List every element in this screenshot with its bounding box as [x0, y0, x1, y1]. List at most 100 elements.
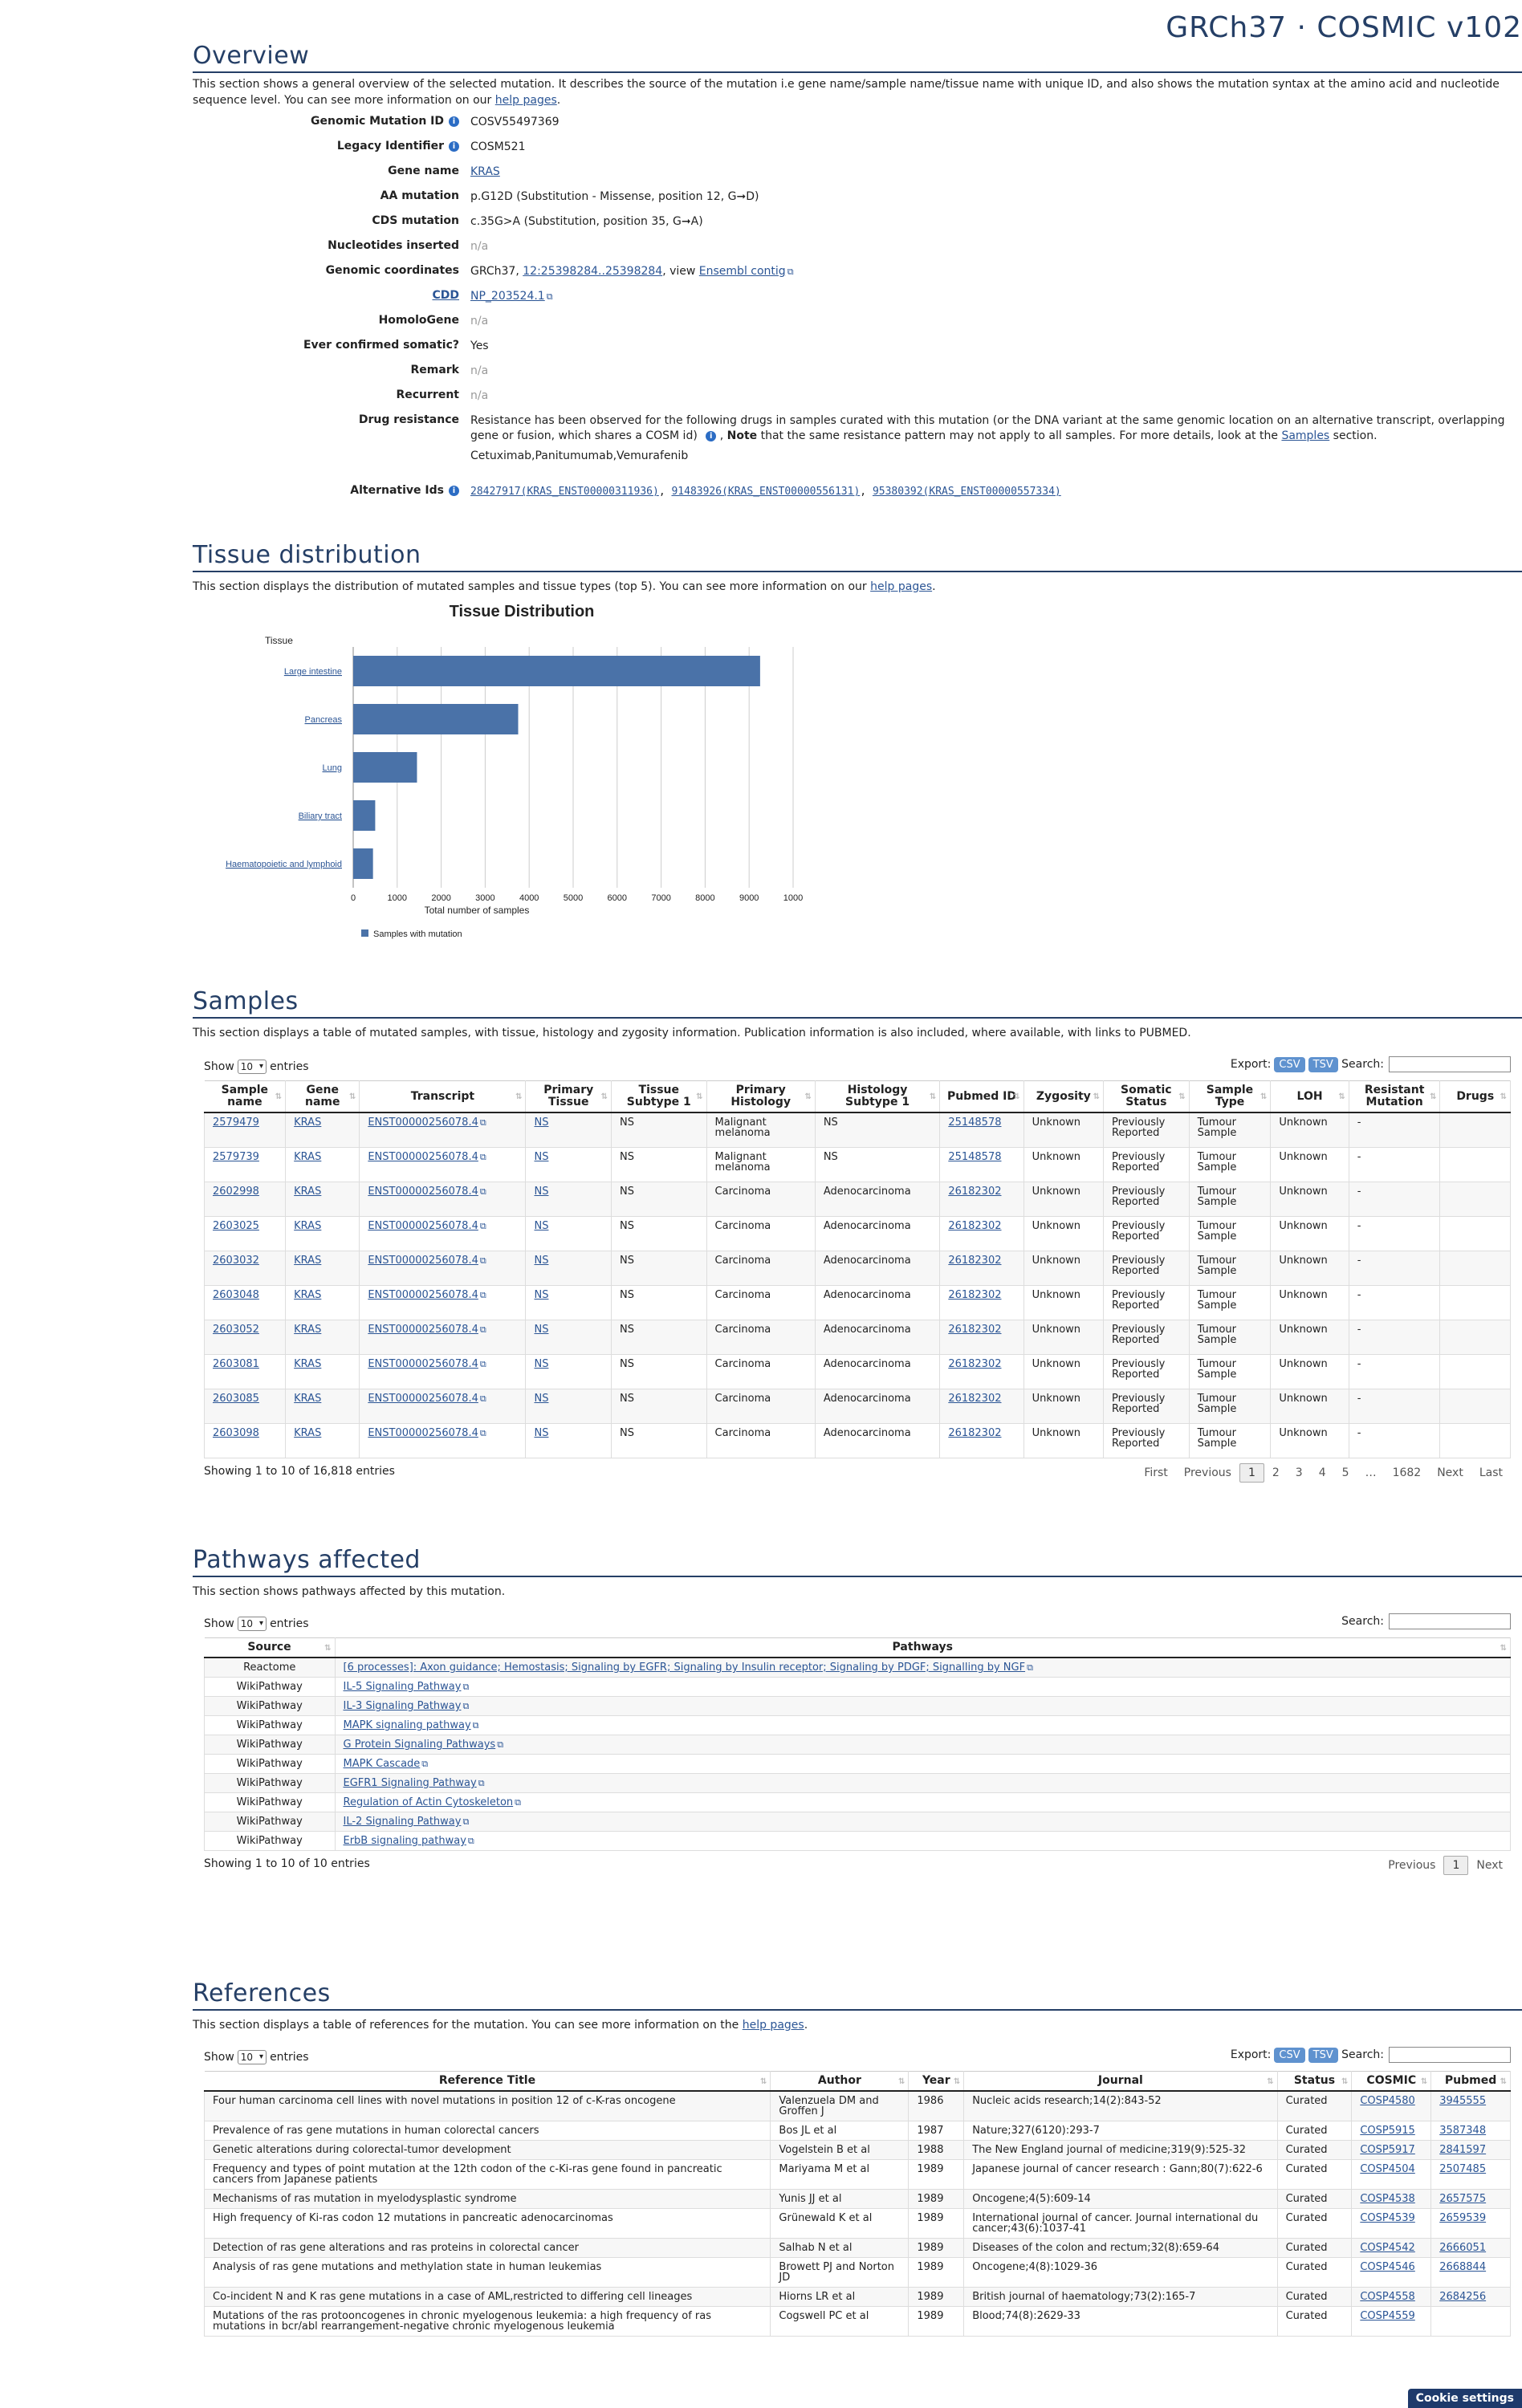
column-header[interactable]: Reference Title ⇅ [204, 2071, 771, 2092]
cosmic-paper-link[interactable]: COSP4559 [1360, 2310, 1415, 2322]
column-header[interactable]: Sample Type ⇅ [1189, 1080, 1272, 1113]
tissue-link[interactable]: NS [534, 1151, 549, 1163]
cosmic-paper-link[interactable]: COSP4538 [1360, 2193, 1415, 2205]
transcript-link[interactable]: ENST00000256078.4 [368, 1324, 478, 1336]
pagination-item[interactable]: 4 [1318, 1466, 1326, 1479]
alt-id-link-3[interactable]: 95380392(KRAS_ENST00000557334) [872, 486, 1061, 498]
transcript-link[interactable]: ENST00000256078.4 [368, 1220, 478, 1232]
column-header[interactable]: Status ⇅ [1277, 2071, 1353, 2092]
column-header[interactable]: Zygosity ⇅ [1023, 1080, 1105, 1113]
pubmed-link[interactable]: 26182302 [948, 1186, 1002, 1198]
category-label-link[interactable]: Biliary tract [299, 811, 342, 821]
label-cdd[interactable]: CDD [432, 289, 459, 302]
column-header[interactable]: Pathways ⇅ [335, 1637, 1511, 1658]
gene-link[interactable]: KRAS [294, 1117, 322, 1129]
tissue-link[interactable]: NS [534, 1393, 549, 1405]
category-label-link[interactable]: Pancreas [305, 715, 343, 725]
tissue-link[interactable]: NS [534, 1427, 549, 1439]
category-label-link[interactable]: Large intestine [284, 667, 342, 677]
info-icon[interactable]: i [449, 141, 459, 152]
pubmed-link[interactable]: 26182302 [948, 1358, 1002, 1370]
pagination-item[interactable]: Last [1479, 1466, 1503, 1479]
gene-link[interactable]: KRAS [294, 1289, 322, 1301]
pagination-item[interactable]: Next [1476, 1859, 1503, 1872]
transcript-link[interactable]: ENST00000256078.4 [368, 1358, 478, 1370]
gene-link[interactable]: KRAS [294, 1151, 322, 1163]
column-header[interactable]: LOH ⇅ [1270, 1080, 1349, 1113]
tissue-link[interactable]: NS [534, 1117, 549, 1129]
page-size-select[interactable]: 10 [237, 1617, 267, 1631]
export-tsv-button[interactable]: TSV [1308, 2048, 1338, 2063]
pagination-item[interactable]: 3 [1295, 1466, 1303, 1479]
column-header[interactable]: Drugs ⇅ [1439, 1080, 1511, 1113]
tissue-link[interactable]: NS [534, 1289, 549, 1301]
export-csv-button[interactable]: CSV [1274, 1057, 1305, 1072]
pagination-item[interactable]: Previous [1388, 1859, 1436, 1872]
pubmed-link[interactable]: 25148578 [948, 1117, 1002, 1129]
cosmic-paper-link[interactable]: COSP4580 [1360, 2095, 1415, 2107]
sample-link[interactable]: 2602998 [213, 1186, 259, 1198]
gene-link[interactable]: KRAS [294, 1255, 322, 1267]
tissue-link[interactable]: NS [534, 1186, 549, 1198]
info-icon[interactable]: i [706, 431, 717, 441]
sample-link[interactable]: 2603025 [213, 1220, 259, 1232]
alt-id-link-1[interactable]: 28427917(KRAS_ENST00000311936) [470, 486, 659, 498]
pagination-item[interactable]: Previous [1183, 1466, 1231, 1479]
help-pages-link[interactable]: help pages [870, 580, 933, 593]
sample-link[interactable]: 2603048 [213, 1289, 259, 1301]
pubmed-link[interactable]: 2668844 [1439, 2261, 1487, 2273]
cosmic-paper-link[interactable]: COSP4542 [1360, 2242, 1415, 2254]
column-header[interactable]: Pubmed ID ⇅ [939, 1080, 1024, 1113]
pubmed-link[interactable]: 26182302 [948, 1427, 1002, 1439]
gene-link[interactable]: KRAS [294, 1324, 322, 1336]
pagination-item[interactable]: First [1144, 1466, 1168, 1479]
sample-link[interactable]: 2603032 [213, 1255, 259, 1267]
transcript-link[interactable]: ENST00000256078.4 [368, 1393, 478, 1405]
pubmed-link[interactable]: 2841597 [1439, 2144, 1487, 2156]
samples-search-input[interactable] [1389, 1056, 1511, 1072]
pubmed-link[interactable]: 2657575 [1439, 2193, 1487, 2205]
column-header[interactable]: COSMIC ⇅ [1351, 2071, 1432, 2092]
transcript-link[interactable]: ENST00000256078.4 [368, 1289, 478, 1301]
sample-link[interactable]: 2603081 [213, 1358, 259, 1370]
cosmic-paper-link[interactable]: COSP4546 [1360, 2261, 1415, 2273]
column-header[interactable]: Pubmed ⇅ [1430, 2071, 1511, 2092]
sample-link[interactable]: 2603098 [213, 1427, 259, 1439]
sample-link[interactable]: 2579479 [213, 1117, 259, 1129]
sample-link[interactable]: 2603052 [213, 1324, 259, 1336]
help-pages-link[interactable]: help pages [494, 94, 557, 107]
tissue-link[interactable]: NS [534, 1358, 549, 1370]
pubmed-link[interactable]: 25148578 [948, 1151, 1002, 1163]
category-label-link[interactable]: Lung [323, 763, 342, 773]
pubmed-link[interactable]: 3587348 [1439, 2125, 1487, 2137]
cookie-settings-button[interactable]: Cookie settings [1407, 2389, 1522, 2408]
pathway-link[interactable]: ErbB signaling pathway [343, 1835, 466, 1847]
help-pages-link[interactable]: help pages [742, 2019, 804, 2032]
pathway-link[interactable]: IL-5 Signaling Pathway [343, 1681, 462, 1693]
cosmic-paper-link[interactable]: COSP4504 [1360, 2163, 1415, 2175]
tissue-link[interactable]: NS [534, 1255, 549, 1267]
sample-link[interactable]: 2579739 [213, 1151, 259, 1163]
alt-id-link-2[interactable]: 91483926(KRAS_ENST00000556131) [671, 486, 861, 498]
pubmed-link[interactable]: 2507485 [1439, 2163, 1487, 2175]
pagination-item[interactable]: 1682 [1392, 1466, 1422, 1479]
gene-link[interactable]: KRAS [294, 1427, 322, 1439]
column-header[interactable]: Source ⇅ [204, 1637, 336, 1658]
column-header[interactable]: Resistant Mutation ⇅ [1349, 1080, 1441, 1113]
cosmic-paper-link[interactable]: COSP5917 [1360, 2144, 1415, 2156]
export-tsv-button[interactable]: TSV [1308, 1057, 1338, 1072]
column-header[interactable]: Transcript ⇅ [359, 1080, 527, 1113]
tissue-link[interactable]: NS [534, 1324, 549, 1336]
pathway-link[interactable]: IL-3 Signaling Pathway [343, 1700, 462, 1712]
gene-name-link[interactable]: KRAS [470, 165, 500, 178]
pathway-link[interactable]: G Protein Signaling Pathways [343, 1739, 496, 1751]
column-header[interactable]: Journal ⇅ [963, 2071, 1278, 2092]
pathway-link[interactable]: IL-2 Signaling Pathway [343, 1816, 462, 1828]
sample-link[interactable]: 2603085 [213, 1393, 259, 1405]
column-header[interactable]: Year ⇅ [908, 2071, 965, 2092]
column-header[interactable]: Author ⇅ [770, 2071, 910, 2092]
pubmed-link[interactable]: 2684256 [1439, 2291, 1487, 2303]
cosmic-paper-link[interactable]: COSP4558 [1360, 2291, 1415, 2303]
transcript-link[interactable]: ENST00000256078.4 [368, 1186, 478, 1198]
pathways-search-input[interactable] [1389, 1613, 1511, 1629]
